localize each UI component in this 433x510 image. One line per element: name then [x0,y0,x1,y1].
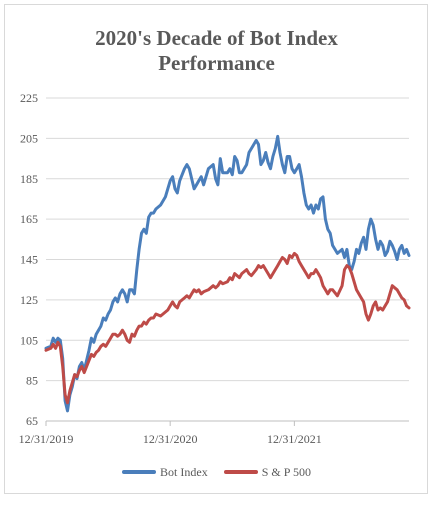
y-tick-label-145: 145 [20,253,38,267]
gridlines [46,97,409,382]
legend-label-sp500: S & P 500 [261,464,311,479]
legend-item-sp500: S & P 500 [223,464,311,480]
chart-title-line-1: 2020's Decade of Bot Index [95,26,338,50]
legend-label-bot-index: Bot Index [160,464,208,479]
legend: Bot Index S & P 500 [0,462,433,482]
y-tick-label-85: 85 [26,374,38,388]
y-tick-label-125: 125 [20,293,38,307]
x-tick-label-12-31-2020: 12/31/2020 [143,432,198,446]
series-line-s-p-500 [44,251,411,405]
y-tick-label-65: 65 [26,414,38,428]
legend-swatch-sp500 [223,470,258,474]
y-tick-label-225: 225 [20,91,38,105]
y-tick-label-185: 185 [20,172,38,186]
series-line-bot-index [44,134,411,413]
chart-title: 2020's Decade of Bot Index Performance [0,26,433,76]
x-tick-label-12-31-2019: 12/31/2019 [19,432,74,446]
legend-item-bot-index: Bot Index [122,465,208,480]
y-tick-label-165: 165 [20,212,38,226]
legend-swatch-bot-index [122,470,157,474]
x-tick-label-12-31-2021: 12/31/2021 [267,432,322,446]
series-lines [44,134,411,413]
y-tick-label-105: 105 [20,333,38,347]
chart-title-line-2: Performance [158,51,275,75]
y-tick-label-205: 205 [20,131,38,145]
axes: 65 85 105 125 145 165 185 205 225 12/31/2019 12/31… [19,91,409,446]
